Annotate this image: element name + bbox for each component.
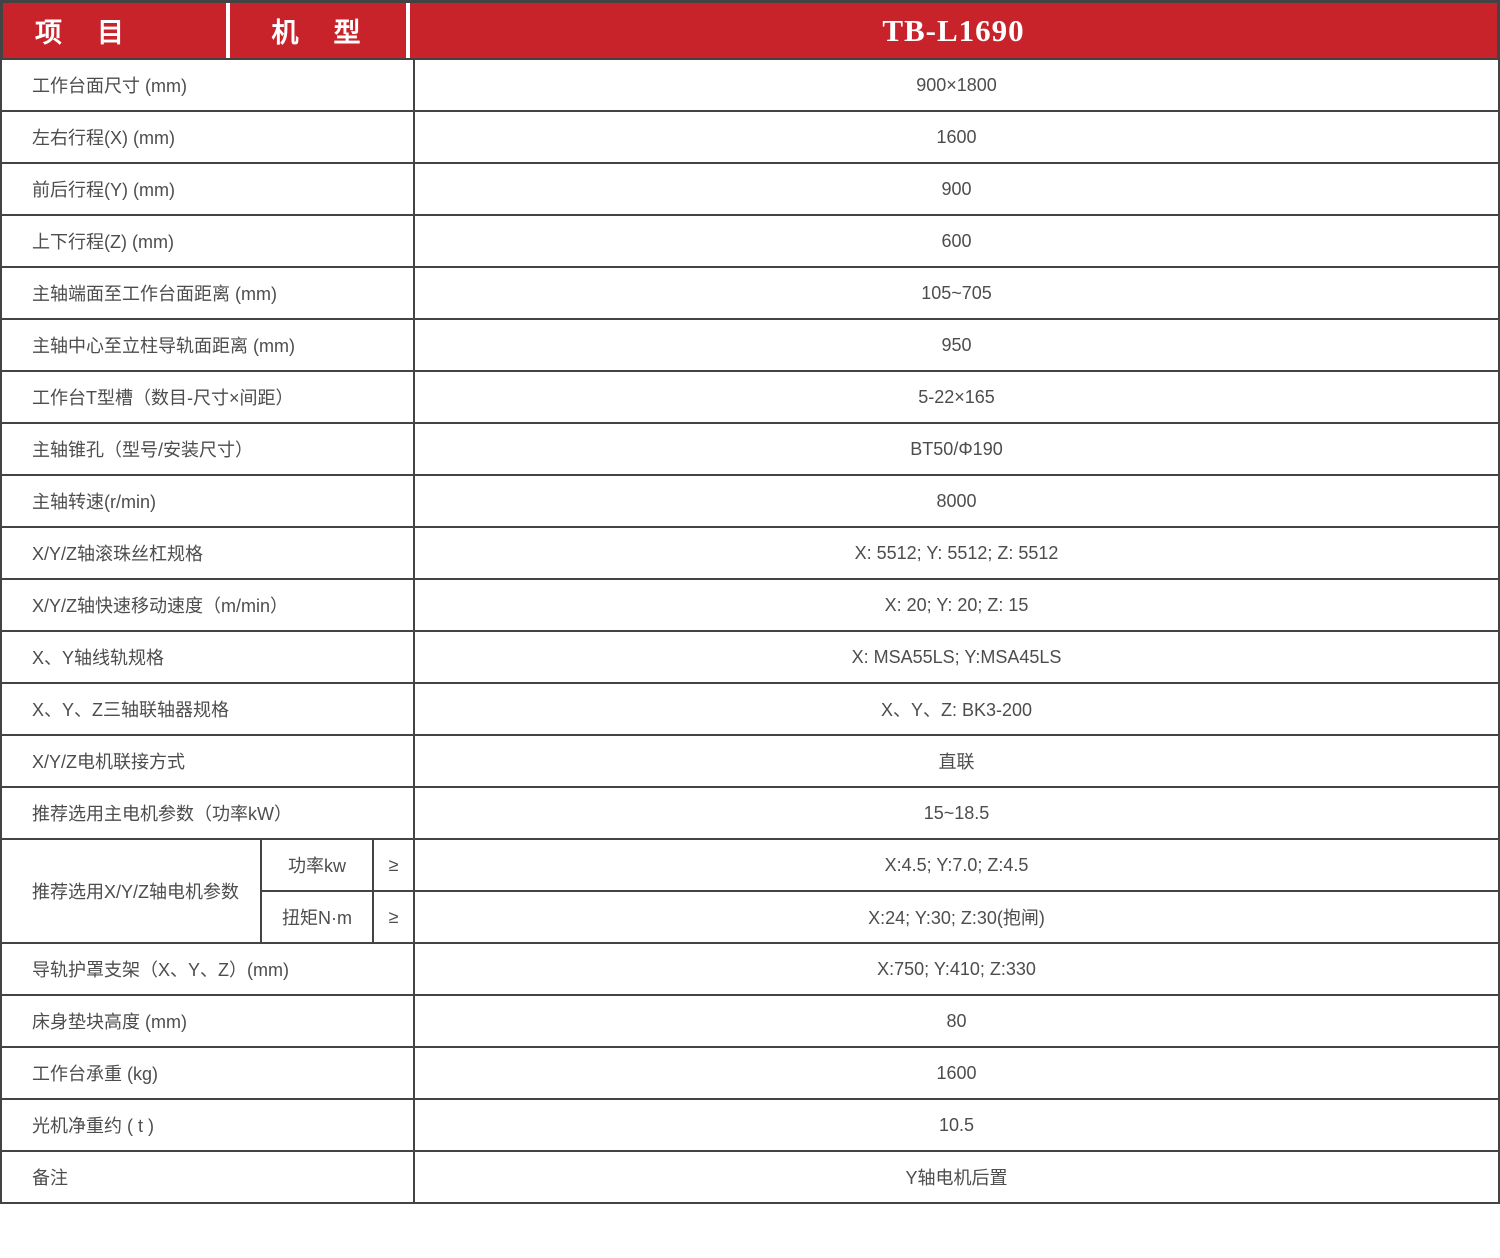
table-row: 导轨护罩支架（X、Y、Z）(mm) X:750; Y:410; Z:330 (0, 942, 1500, 996)
spec-table: 工作台面尺寸 (mm) 900×1800 左右行程(X) (mm) 1600 前… (0, 58, 1500, 1204)
table-row: 光机净重约 ( t ) 10.5 (0, 1098, 1500, 1152)
table-row: 床身垫块高度 (mm) 80 (0, 994, 1500, 1048)
spec-row-value: 1600 (413, 1046, 1500, 1100)
table-row: X/Y/Z轴滚珠丝杠规格 X: 5512; Y: 5512; Z: 5512 (0, 526, 1500, 580)
spec-row-label: X/Y/Z轴快速移动速度（m/min） (0, 578, 416, 632)
table-row: X、Y、Z三轴联轴器规格 X、Y、Z: BK3-200 (0, 682, 1500, 736)
spec-row-label: 工作台承重 (kg) (0, 1046, 416, 1100)
spec-row-label: 主轴锥孔（型号/安装尺寸） (0, 422, 416, 476)
table-row: 主轴锥孔（型号/安装尺寸） BT50/Φ190 (0, 422, 1500, 476)
spec-row-value: 950 (413, 318, 1500, 372)
column-header-model: 机 型 (230, 3, 410, 58)
geq-symbol: ≥ (371, 890, 416, 944)
spec-row-value: 600 (413, 214, 1500, 268)
spec-row-value: X:750; Y:410; Z:330 (413, 942, 1500, 996)
table-row: 前后行程(Y) (mm) 900 (0, 162, 1500, 216)
table-row: 主轴转速(r/min) 8000 (0, 474, 1500, 528)
spec-row-value: 8000 (413, 474, 1500, 528)
spec-row-label: 前后行程(Y) (mm) (0, 162, 416, 216)
spec-row-value: X: MSA55LS; Y:MSA45LS (413, 630, 1500, 684)
spec-row-label: X、Y、Z三轴联轴器规格 (0, 682, 416, 736)
table-row: 左右行程(X) (mm) 1600 (0, 110, 1500, 164)
table-header-bar: 项 目 机 型 TB-L1690 (0, 0, 1500, 58)
spec-row-label: 光机净重约 ( t ) (0, 1098, 416, 1152)
spec-row-value: 15~18.5 (413, 786, 1500, 840)
spec-row-value: 900 (413, 162, 1500, 216)
table-row: 上下行程(Z) (mm) 600 (0, 214, 1500, 268)
spec-row-label: X、Y轴线轨规格 (0, 630, 416, 684)
spec-row-label: 备注 (0, 1150, 416, 1204)
spec-row-value: 900×1800 (413, 58, 1500, 112)
spec-row-label: 主轴中心至立柱导轨面距离 (mm) (0, 318, 416, 372)
spec-row-label: X/Y/Z电机联接方式 (0, 734, 416, 788)
table-row: 主轴中心至立柱导轨面距离 (mm) 950 (0, 318, 1500, 372)
table-row: X、Y轴线轨规格 X: MSA55LS; Y:MSA45LS (0, 630, 1500, 684)
motor-sub-name: 功率kw (260, 838, 374, 892)
spec-row-value: X: 5512; Y: 5512; Z: 5512 (413, 526, 1500, 580)
spec-row-label: 导轨护罩支架（X、Y、Z）(mm) (0, 942, 416, 996)
spec-row-value: Y轴电机后置 (413, 1150, 1500, 1204)
table-row: 备注 Y轴电机后置 (0, 1150, 1500, 1204)
spec-row-label: 床身垫块高度 (mm) (0, 994, 416, 1048)
spec-row-value: X: 20; Y: 20; Z: 15 (413, 578, 1500, 632)
table-row: 推荐选用主电机参数（功率kW） 15~18.5 (0, 786, 1500, 840)
spec-row-label: 上下行程(Z) (mm) (0, 214, 416, 268)
spec-row-label: 主轴转速(r/min) (0, 474, 416, 528)
spec-row-label: 左右行程(X) (mm) (0, 110, 416, 164)
spec-row-label: 推荐选用主电机参数（功率kW） (0, 786, 416, 840)
spec-row-value: BT50/Φ190 (413, 422, 1500, 476)
column-header-item: 项 目 (3, 3, 230, 58)
spec-row-label: 工作台面尺寸 (mm) (0, 58, 416, 112)
spec-row-label: 工作台T型槽（数目-尺寸×间距） (0, 370, 416, 424)
spec-row-value: X:24; Y:30; Z:30(抱闸) (413, 890, 1500, 944)
spec-row-value: 1600 (413, 110, 1500, 164)
table-row-motor-power: 推荐选用X/Y/Z轴电机参数 功率kw ≥ X:4.5; Y:7.0; Z:4.… (0, 838, 1500, 944)
spec-row-value: 5-22×165 (413, 370, 1500, 424)
spec-row-value: X、Y、Z: BK3-200 (413, 682, 1500, 736)
table-row: 工作台面尺寸 (mm) 900×1800 (0, 58, 1500, 112)
table-row: 工作台T型槽（数目-尺寸×间距） 5-22×165 (0, 370, 1500, 424)
spec-row-value: X:4.5; Y:7.0; Z:4.5 (413, 838, 1500, 892)
spec-row-value: 105~705 (413, 266, 1500, 320)
model-name: TB-L1690 (882, 12, 1025, 48)
spec-row-value: 80 (413, 994, 1500, 1048)
table-row: X/Y/Z轴快速移动速度（m/min） X: 20; Y: 20; Z: 15 (0, 578, 1500, 632)
geq-symbol: ≥ (371, 838, 416, 892)
spec-row-value: 10.5 (413, 1098, 1500, 1152)
table-row: 主轴端面至工作台面距离 (mm) 105~705 (0, 266, 1500, 320)
table-row-motor-torque: 扭矩N·m ≥ X:24; Y:30; Z:30(抱闸) (1, 890, 1500, 944)
spec-row-label: 主轴端面至工作台面距离 (mm) (0, 266, 416, 320)
spec-row-label: X/Y/Z轴滚珠丝杠规格 (0, 526, 416, 580)
spec-row-value: 直联 (413, 734, 1500, 788)
spec-sheet: 项 目 机 型 TB-L1690 工作台面尺寸 (mm) 900×1800 左右… (0, 0, 1500, 1204)
table-row: X/Y/Z电机联接方式 直联 (0, 734, 1500, 788)
table-row: 工作台承重 (kg) 1600 (0, 1046, 1500, 1100)
motor-sub-name: 扭矩N·m (260, 890, 374, 944)
motor-param-label: 推荐选用X/Y/Z轴电机参数 (0, 838, 262, 944)
